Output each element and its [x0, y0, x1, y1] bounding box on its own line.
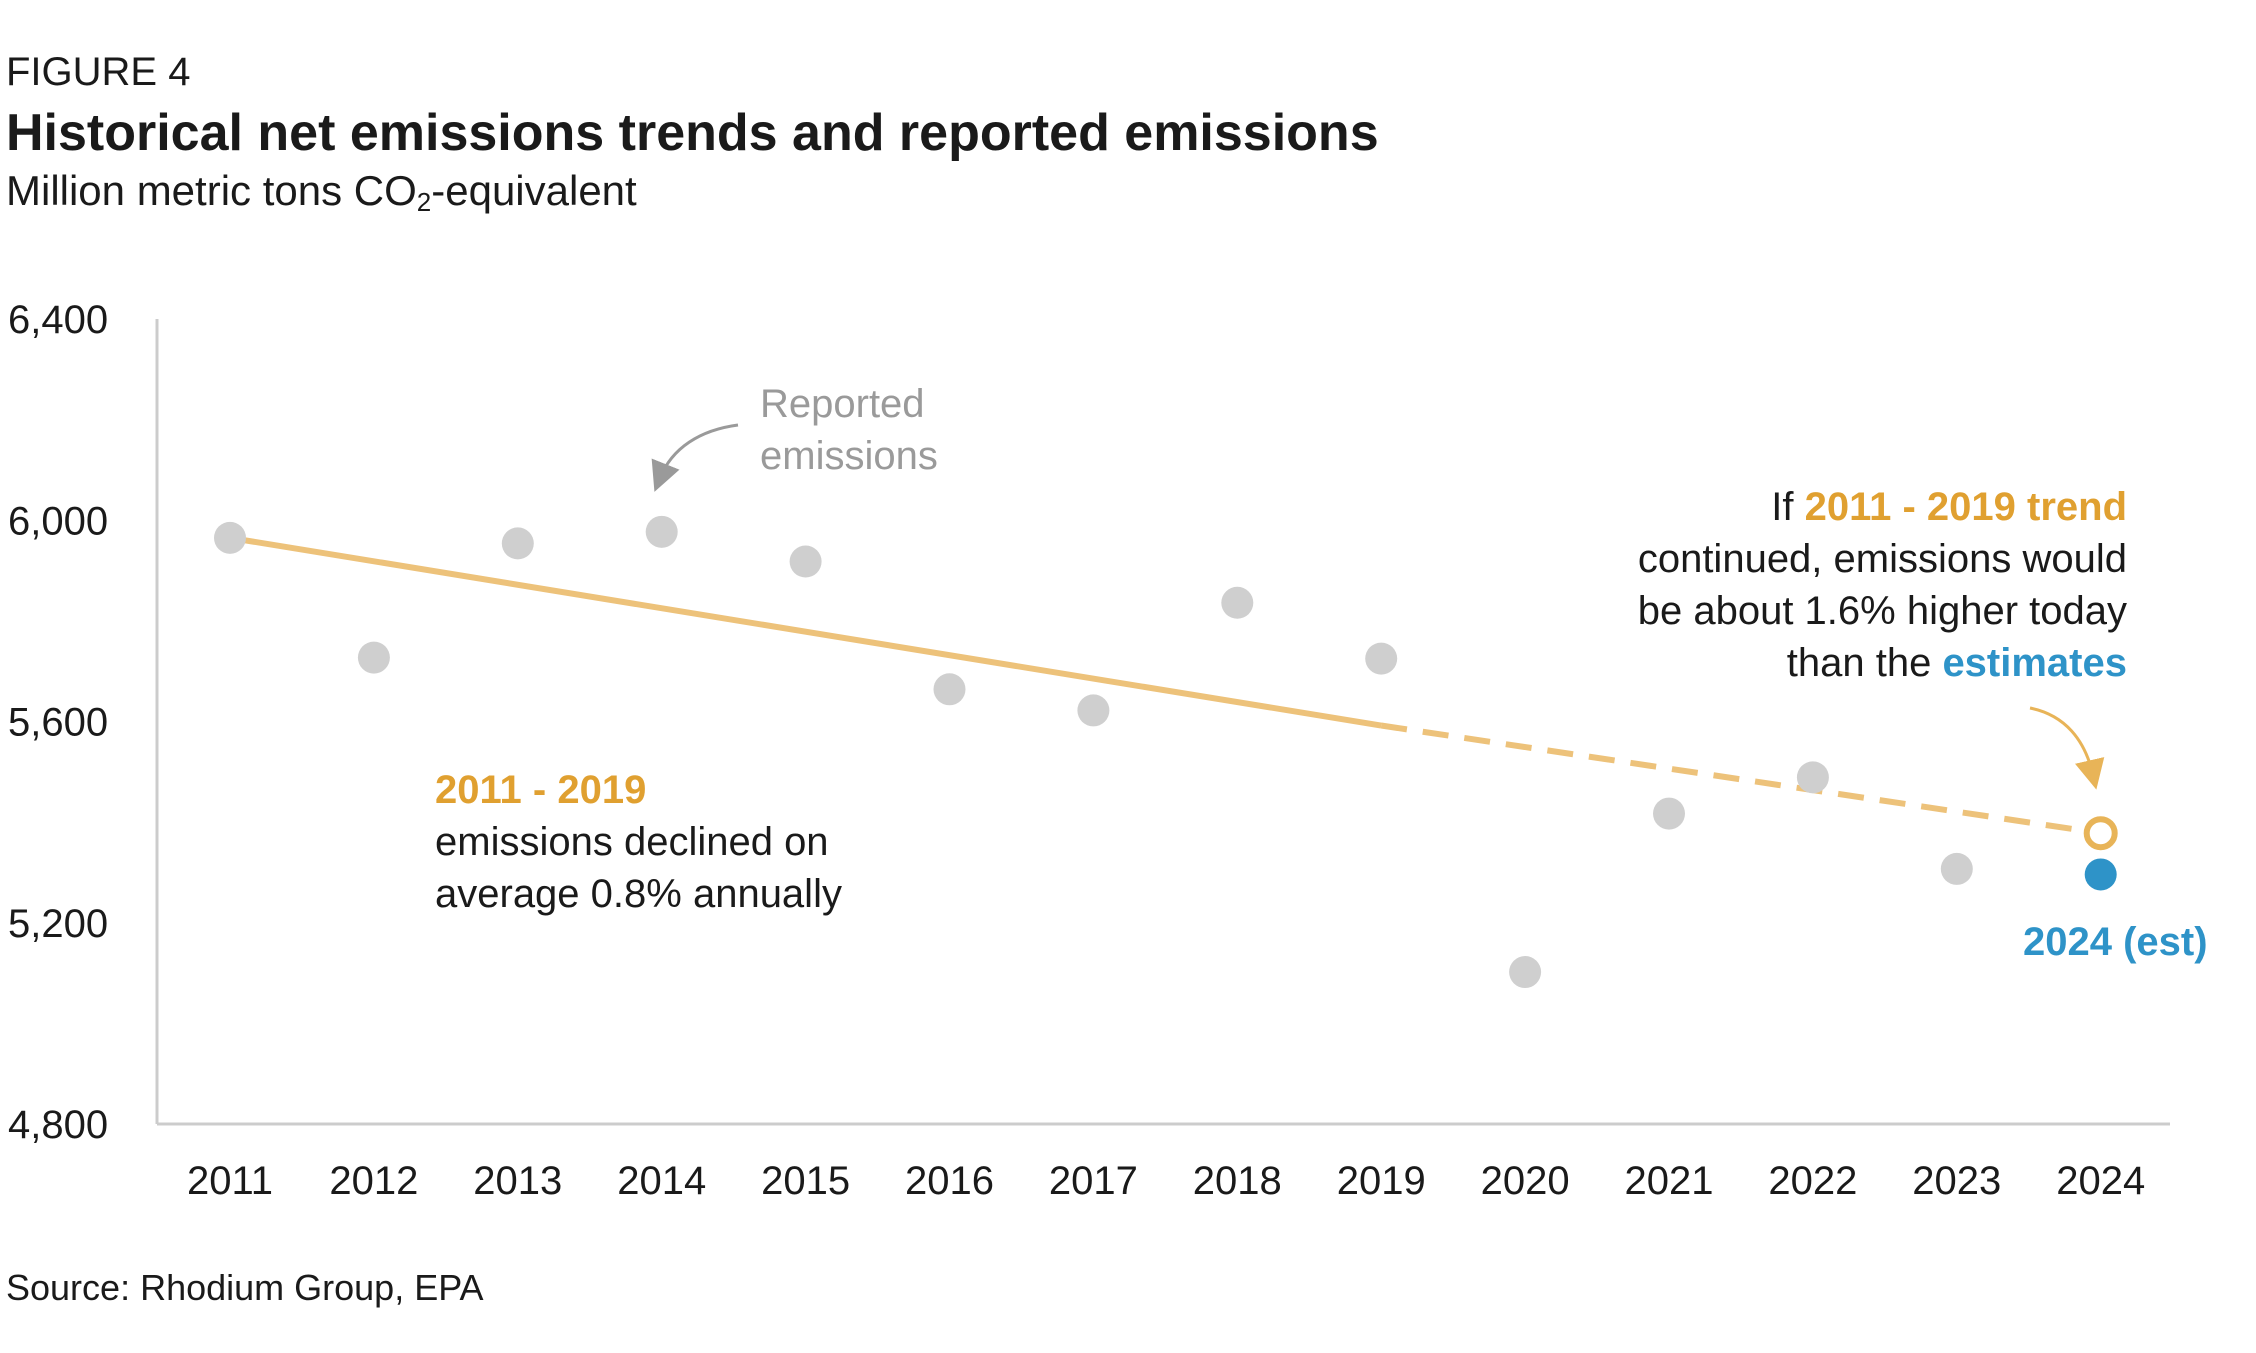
data-points — [214, 515, 2118, 989]
reported-emissions-point — [1940, 852, 1973, 885]
x-tick-label: 2022 — [1768, 1159, 1857, 1203]
reported-emissions-point — [1796, 761, 1829, 794]
reported-emissions-point — [357, 641, 390, 674]
y-tick-label: 5,200 — [8, 902, 108, 946]
reported-emissions-point — [933, 673, 966, 706]
trend-line-1: If 2011 - 2019 trend — [1638, 481, 2127, 533]
y-tick-labels: 6,400 6,000 5,600 5,200 4,800 — [8, 298, 108, 1147]
reported-emissions-point — [214, 521, 246, 554]
y-tick-label: 6,400 — [8, 298, 108, 342]
decline-annotation: 2011 - 2019 emissions declined on averag… — [435, 764, 842, 920]
subtitle-unit-suffix: -equivalent — [431, 167, 637, 214]
decline-line-2: emissions declined on — [435, 820, 829, 864]
trend-line-4: than the estimates — [1638, 637, 2127, 689]
trend-line-projected — [1380, 722, 2102, 837]
trend-annotation: If 2011 - 2019 trend continued, emission… — [1638, 481, 2127, 689]
estimate-label: 2024 (est) — [2023, 920, 2208, 964]
chart-title: Historical net emissions trends and repo… — [6, 104, 1379, 162]
y-tick-label: 6,000 — [8, 499, 108, 543]
estimate-2024-point — [2084, 858, 2117, 891]
trend-than: than the — [1786, 641, 1943, 685]
decline-line-3: average 0.8% annually — [435, 872, 842, 916]
subtitle-unit: Million metric tons CO — [6, 167, 417, 214]
reported-emissions-point — [501, 527, 534, 560]
reported-line-1: Reported — [760, 382, 925, 426]
x-tick-label: 2014 — [617, 1159, 706, 1203]
x-tick-label: 2011 — [187, 1159, 273, 1203]
reported-emissions-annotation: Reported emissions — [760, 378, 1020, 482]
y-tick-label: 4,800 — [8, 1103, 108, 1147]
reported-emissions-point — [1077, 694, 1110, 727]
x-tick-label: 2023 — [1912, 1159, 2001, 1203]
x-tick-labels: 2011 2012 2013 2014 2015 2016 2017 2018 2019 2020… — [187, 1159, 2145, 1203]
x-tick-label: 2016 — [905, 1159, 994, 1203]
reported-arrow — [651, 423, 739, 492]
chart-subtitle: Million metric tons CO2-equivalent — [6, 165, 637, 228]
x-tick-label: 2020 — [1481, 1159, 1570, 1203]
x-tick-label: 2015 — [761, 1159, 850, 1203]
trend-highlight: 2011 - 2019 trend — [1804, 485, 2127, 529]
reported-line-2: emissions — [760, 434, 938, 478]
trend-estimates: estimates — [1942, 641, 2127, 685]
source-note: Source: Rhodium Group, EPA — [6, 1267, 484, 1308]
reported-emissions-point — [645, 515, 678, 548]
x-tick-label: 2017 — [1049, 1159, 1138, 1203]
reported-emissions-point — [1653, 797, 1685, 830]
estimate-arrow — [2029, 706, 2105, 790]
reported-emissions-point — [1509, 956, 1542, 989]
reported-emissions-point — [789, 545, 822, 578]
x-tick-label: 2013 — [473, 1159, 562, 1203]
x-tick-label: 2018 — [1193, 1159, 1282, 1203]
trend-line-2: continued, emissions would — [1637, 537, 2127, 581]
decline-highlight: 2011 - 2019 — [435, 768, 647, 812]
trend-2024-endpoint — [2083, 816, 2118, 851]
reported-emissions-point — [1365, 642, 1398, 675]
subtitle-subscript: 2 — [416, 187, 432, 217]
y-tick-label: 5,600 — [8, 701, 108, 745]
x-tick-label: 2024 — [2056, 1159, 2145, 1203]
x-tick-label: 2019 — [1337, 1159, 1426, 1203]
figure-label: FIGURE 4 — [6, 50, 191, 94]
trend-line-3: be about 1.6% higher today — [1637, 589, 2127, 633]
trend-line-group — [229, 534, 2102, 837]
reported-emissions-point — [1221, 586, 1254, 619]
axes — [155, 319, 2170, 1126]
trend-if: If — [1771, 485, 1805, 529]
trend-line-solid — [229, 534, 1382, 729]
x-tick-label: 2021 — [1625, 1159, 1714, 1203]
x-tick-label: 2012 — [329, 1159, 418, 1203]
